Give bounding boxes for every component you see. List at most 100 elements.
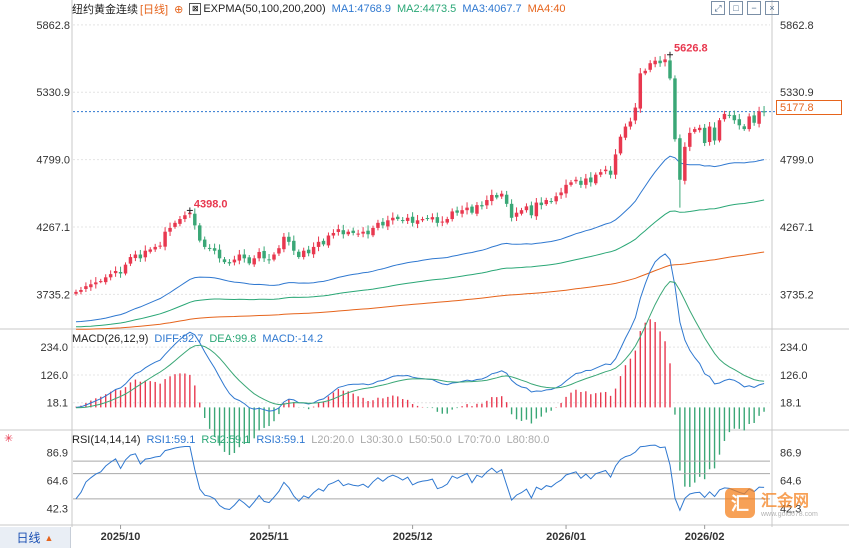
main-y-tick-right: 5862.8 bbox=[780, 20, 814, 32]
minimize-icon[interactable]: − bbox=[747, 1, 761, 15]
candle-body bbox=[207, 247, 212, 249]
candle-body bbox=[306, 249, 311, 254]
ma-line-ma1 bbox=[75, 155, 765, 323]
candle-body bbox=[148, 249, 152, 252]
main-y-tick-right: 4267.1 bbox=[780, 222, 814, 234]
annotations: 4398.0 5626.8 bbox=[186, 43, 708, 214]
candle-body bbox=[247, 257, 251, 264]
fullscreen-icon[interactable]: ⤢ bbox=[711, 1, 725, 15]
candle-body bbox=[544, 200, 548, 205]
candle-body bbox=[331, 232, 336, 236]
main-header: 纽约黄金连续 [日线] ⊕ ⊠ EXPMA(50,100,200,200) MA… bbox=[72, 1, 572, 17]
candle-body bbox=[732, 115, 737, 121]
ma2-label: MA2:4473.5 bbox=[396, 3, 457, 15]
caret-up-icon: ▲ bbox=[44, 532, 54, 543]
main-y-tick-right: 4799.0 bbox=[780, 155, 814, 167]
candle-body bbox=[311, 246, 316, 255]
window-buttons: ⤢ □ − × bbox=[711, 1, 779, 15]
current-price-tag: 5177.8 bbox=[776, 100, 842, 115]
candle-body bbox=[425, 218, 430, 220]
candle-body bbox=[202, 239, 207, 247]
rsi-settings-icon[interactable]: ✳ bbox=[4, 433, 14, 445]
ma4-label: MA4:40 bbox=[527, 3, 566, 15]
candle-body bbox=[430, 217, 435, 220]
candle-body bbox=[386, 220, 390, 227]
macd-name: MACD(26,12,9) bbox=[72, 333, 149, 345]
candle-body bbox=[113, 270, 118, 274]
candle-body bbox=[371, 227, 375, 236]
candle-body bbox=[351, 230, 355, 233]
candle-body bbox=[509, 203, 514, 218]
candle-body bbox=[529, 205, 534, 216]
candle-body bbox=[539, 202, 544, 206]
candle-body bbox=[222, 259, 227, 263]
candle-body bbox=[499, 193, 504, 197]
rsi-header: RSI(14,14,14) RSI1:59.1 RSI2:59.1 RSI3:5… bbox=[72, 432, 555, 448]
candle-body bbox=[608, 170, 613, 175]
candle-body bbox=[193, 213, 197, 226]
main-y-tick-left: 5330.9 bbox=[36, 87, 70, 99]
period-switch-button[interactable]: 日线 ▲ bbox=[0, 527, 71, 548]
main-grid bbox=[73, 24, 776, 295]
candle-body bbox=[326, 235, 331, 246]
macd-y-tick-left: 18.1 bbox=[47, 398, 68, 410]
candle-body bbox=[574, 179, 578, 182]
candle-body bbox=[84, 286, 88, 289]
period-label[interactable]: [日线] bbox=[140, 4, 169, 16]
candle-body bbox=[480, 205, 484, 207]
candle-body bbox=[74, 291, 78, 294]
main-y-tick-left: 4267.1 bbox=[36, 222, 70, 234]
macd-y-tick-right: 234.0 bbox=[780, 342, 808, 354]
settings-icon[interactable]: ⊕ bbox=[174, 3, 184, 16]
x-tick-label: 2026/01 bbox=[546, 531, 586, 543]
close-icon[interactable]: × bbox=[765, 1, 779, 15]
main-y-tick-left: 5862.8 bbox=[36, 20, 70, 32]
candle-body bbox=[648, 63, 652, 70]
candle-body bbox=[495, 194, 499, 198]
candle-body bbox=[707, 126, 712, 143]
candle-body bbox=[227, 262, 232, 264]
indicator-icon[interactable]: ⊠ bbox=[189, 3, 202, 15]
candle-body bbox=[376, 222, 380, 228]
candle-body bbox=[762, 111, 766, 113]
rsi-y-tick-right: 86.9 bbox=[780, 447, 801, 459]
maximize-icon[interactable]: □ bbox=[729, 1, 743, 15]
candle-body bbox=[410, 216, 415, 223]
candle-body bbox=[688, 132, 692, 147]
candle-body bbox=[292, 240, 296, 251]
macd-panel[interactable]: 234.0 234.0 126.0 126.0 18.1 18.1 bbox=[40, 253, 808, 487]
candle-body bbox=[747, 116, 751, 130]
candle-body bbox=[737, 119, 742, 126]
candle-body bbox=[594, 174, 598, 184]
candle-body bbox=[212, 248, 217, 251]
candle-body bbox=[475, 205, 479, 214]
candle-body bbox=[257, 251, 261, 259]
candle-body bbox=[549, 201, 553, 203]
candle-body bbox=[603, 169, 608, 172]
rsi-line bbox=[75, 444, 765, 512]
macd-y-tick-right: 126.0 bbox=[780, 370, 808, 382]
candle-body bbox=[188, 212, 192, 215]
rsi-panel[interactable]: 86.9 86.9 64.6 64.6 42.3 42.3 bbox=[47, 444, 802, 516]
l30-label: L30:30.0 bbox=[360, 434, 403, 446]
rsi-name: RSI(14,14,14) bbox=[72, 434, 141, 446]
candle-body bbox=[465, 207, 469, 211]
main-y-axis: 5862.8 5862.8 5330.9 5330.9 4799.0 4799.0 4267… bbox=[36, 20, 813, 302]
candle-body bbox=[232, 259, 237, 263]
macd-header: MACD(26,12,9) DIFF:92.7 DEA:99.8 MACD:-1… bbox=[72, 331, 329, 347]
candles[interactable] bbox=[74, 54, 766, 296]
rsi-y-tick-right: 64.6 bbox=[780, 475, 801, 487]
candle-body bbox=[613, 154, 618, 175]
main-y-tick-left: 3735.2 bbox=[36, 289, 70, 301]
candle-body bbox=[717, 120, 722, 141]
x-tick-label: 2025/10 bbox=[101, 531, 141, 543]
candle-body bbox=[554, 196, 558, 202]
macd-diff-label: DIFF:92.7 bbox=[154, 333, 204, 345]
candle-body bbox=[752, 115, 756, 123]
candle-body bbox=[396, 216, 400, 220]
candle-body bbox=[242, 254, 247, 259]
candle-body bbox=[757, 111, 761, 124]
candle-body bbox=[138, 254, 143, 259]
candle-body bbox=[108, 274, 113, 278]
